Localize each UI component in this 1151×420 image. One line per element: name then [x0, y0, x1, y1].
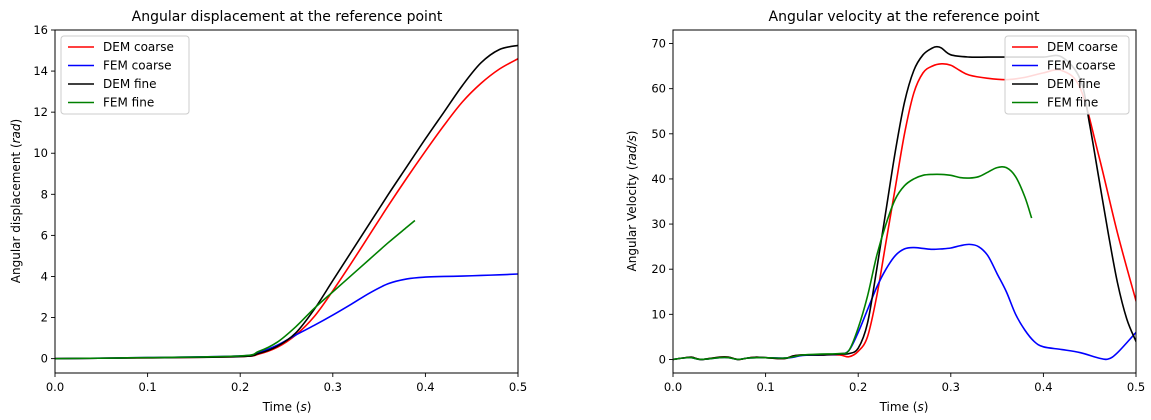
x-tick-label: 0.2 [849, 380, 867, 394]
series-line-fem-coarse [55, 273, 518, 360]
x-tick-label: 0.1 [756, 380, 774, 394]
velocity-chart: Angular velocity at the reference point … [625, 9, 1145, 414]
x-tick-label: 0.5 [509, 380, 527, 394]
y-tick-label: 14 [33, 64, 48, 78]
x-tick-label: 0.3 [324, 380, 342, 394]
data-layer [55, 44, 518, 360]
x-tick-label: 0.3 [942, 380, 960, 394]
series-line-fem-coarse [673, 243, 1136, 361]
x-tick-label: 0.4 [1034, 380, 1052, 394]
y-tick-label: 2 [41, 311, 48, 325]
displacement-chart: Angular displacement at the reference po… [9, 9, 527, 414]
legend: DEM coarse FEM coarse DEM fine FEM fine [1004, 35, 1130, 115]
y-tick-label: 6 [41, 228, 48, 242]
series-line-dem-fine [55, 44, 518, 360]
legend-label: DEM fine [103, 77, 157, 91]
x-axis: 0.0 0.1 0.2 0.3 0.4 0.5 [664, 373, 1145, 394]
y-tick-label: 70 [651, 37, 666, 51]
y-axis: 0 10 20 30 40 50 60 70 [651, 37, 673, 366]
y-tick-label: 8 [41, 187, 48, 201]
x-axis: 0.0 0.1 0.2 0.3 0.4 0.5 [46, 373, 527, 394]
y-axis: 0 2 4 6 8 10 12 14 16 [33, 23, 55, 366]
legend-label: FEM coarse [103, 59, 172, 73]
x-tick-label: 0.5 [1127, 380, 1145, 394]
y-axis-title: Angular displacement (rad) [9, 119, 23, 283]
y-tick-label: 0 [41, 352, 48, 366]
x-tick-label: 0.2 [231, 380, 249, 394]
x-axis-title: Time (s) [879, 400, 929, 414]
legend-box [60, 35, 190, 115]
y-tick-label: 0 [659, 352, 666, 366]
x-tick-label: 0.0 [46, 380, 64, 394]
y-tick-label: 16 [33, 23, 48, 37]
chart-title: Angular velocity at the reference point [769, 9, 1041, 25]
legend-label: DEM coarse [103, 40, 174, 54]
y-tick-label: 10 [33, 146, 48, 160]
y-axis-title: Angular Velocity (rad/s) [625, 131, 639, 272]
y-tick-label: 12 [33, 105, 48, 119]
plot-frame [672, 29, 1137, 374]
series-line-fem-fine [55, 219, 416, 360]
y-tick-label: 4 [41, 269, 48, 283]
series-line-fem-fine [673, 165, 1033, 361]
legend-label: FEM fine [1047, 96, 1098, 110]
legend-label: FEM fine [103, 96, 154, 110]
plot-frame [54, 29, 519, 374]
x-tick-label: 0.4 [416, 380, 434, 394]
legend-box [1004, 35, 1130, 115]
legend-label: DEM coarse [1047, 40, 1118, 54]
legend: DEM coarse FEM coarse DEM fine FEM fine [60, 35, 190, 115]
y-tick-label: 40 [651, 172, 666, 186]
y-tick-label: 20 [651, 262, 666, 276]
y-tick-label: 50 [651, 127, 666, 141]
x-tick-label: 0.1 [138, 380, 156, 394]
legend-label: FEM coarse [1047, 59, 1116, 73]
y-tick-label: 60 [651, 82, 666, 96]
y-tick-label: 10 [651, 307, 666, 321]
x-tick-label: 0.0 [664, 380, 682, 394]
x-axis-title: Time (s) [262, 400, 312, 414]
legend-label: DEM fine [1047, 77, 1101, 91]
y-tick-label: 30 [651, 217, 666, 231]
chart-title: Angular displacement at the reference po… [132, 9, 443, 25]
